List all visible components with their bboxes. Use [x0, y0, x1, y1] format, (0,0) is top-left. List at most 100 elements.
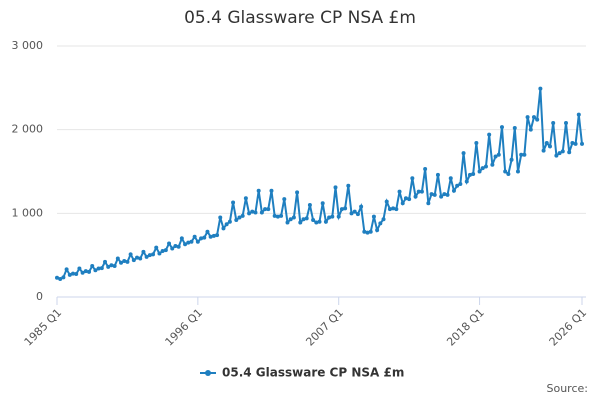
data-point [80, 270, 85, 275]
data-point [112, 264, 117, 269]
data-point [365, 230, 370, 235]
data-point [170, 246, 175, 251]
data-point [323, 219, 328, 224]
data-point [327, 215, 332, 220]
data-point [247, 211, 252, 216]
data-point [499, 125, 504, 130]
data-point [464, 179, 469, 184]
data-point [448, 176, 453, 181]
data-point [375, 228, 380, 233]
data-point [477, 169, 482, 174]
data-point [560, 149, 565, 154]
data-point [343, 206, 348, 211]
data-point [455, 183, 460, 188]
data-point [195, 239, 200, 244]
data-point [336, 214, 341, 219]
data-point [307, 202, 312, 207]
data-point [58, 277, 63, 282]
y-tick-label: 2 000 [12, 123, 44, 136]
data-point [442, 192, 447, 197]
data-point [531, 115, 536, 120]
data-point [263, 207, 268, 212]
data-point [400, 201, 405, 206]
data-point [557, 151, 562, 156]
x-tick-label: 1996 Q1 [163, 306, 206, 349]
data-point [83, 269, 88, 274]
data-point [458, 182, 463, 187]
data-point [403, 196, 408, 201]
data-point [551, 120, 556, 125]
data-point [573, 141, 578, 146]
data-point [413, 194, 418, 199]
data-point [154, 245, 159, 250]
data-point [285, 220, 290, 225]
source-label: Source: [547, 382, 589, 395]
data-point [359, 204, 364, 209]
data-point [74, 271, 79, 276]
y-tick-label: 3 000 [12, 39, 44, 52]
data-point [544, 141, 549, 146]
data-point [410, 176, 415, 181]
data-point [423, 166, 428, 171]
data-point [435, 172, 440, 177]
data-point [503, 169, 508, 174]
data-point [467, 172, 472, 177]
data-point [480, 166, 485, 171]
data-point [426, 201, 431, 206]
data-point [275, 214, 280, 219]
data-point [61, 275, 66, 280]
data-point [506, 172, 511, 177]
data-point [131, 258, 136, 263]
data-point [144, 254, 149, 259]
data-point [266, 207, 271, 212]
data-point [528, 127, 533, 132]
data-point [301, 217, 306, 222]
data-point [227, 219, 232, 224]
data-point [218, 215, 223, 220]
data-point [483, 164, 488, 169]
data-point [493, 154, 498, 159]
data-point [580, 141, 584, 146]
data-point [183, 242, 188, 247]
data-point [202, 235, 207, 240]
data-point [314, 220, 319, 225]
data-point [224, 222, 229, 227]
data-point [317, 219, 322, 224]
legend-marker [205, 370, 211, 376]
data-point [103, 259, 108, 264]
data-point [141, 249, 146, 254]
data-point [397, 189, 402, 194]
data-point [125, 259, 130, 264]
data-point [490, 162, 495, 167]
y-tick-label: 0 [36, 290, 43, 303]
data-point [371, 214, 376, 219]
data-point [538, 86, 543, 91]
data-point [451, 188, 456, 193]
data-point [439, 194, 444, 199]
data-point [211, 233, 216, 238]
x-tick-label: 2018 Q1 [444, 306, 487, 349]
data-point [378, 221, 383, 226]
data-point [71, 271, 76, 276]
data-point [250, 209, 255, 214]
data-point [237, 215, 242, 220]
data-point [547, 144, 552, 149]
data-point [295, 190, 300, 195]
data-point [519, 152, 524, 157]
data-point [167, 241, 172, 246]
data-point [384, 199, 389, 204]
data-point [93, 268, 98, 273]
data-point [355, 212, 360, 217]
data-point [96, 266, 101, 271]
data-point [352, 209, 357, 214]
data-point [407, 197, 412, 202]
data-point [231, 200, 236, 205]
data-point [192, 234, 197, 239]
data-point [416, 189, 421, 194]
chart-title: 05.4 Glassware CP NSA £m [184, 8, 416, 28]
data-point [554, 153, 559, 158]
data-point [381, 217, 386, 222]
data-point [234, 218, 239, 223]
data-point [138, 256, 143, 261]
